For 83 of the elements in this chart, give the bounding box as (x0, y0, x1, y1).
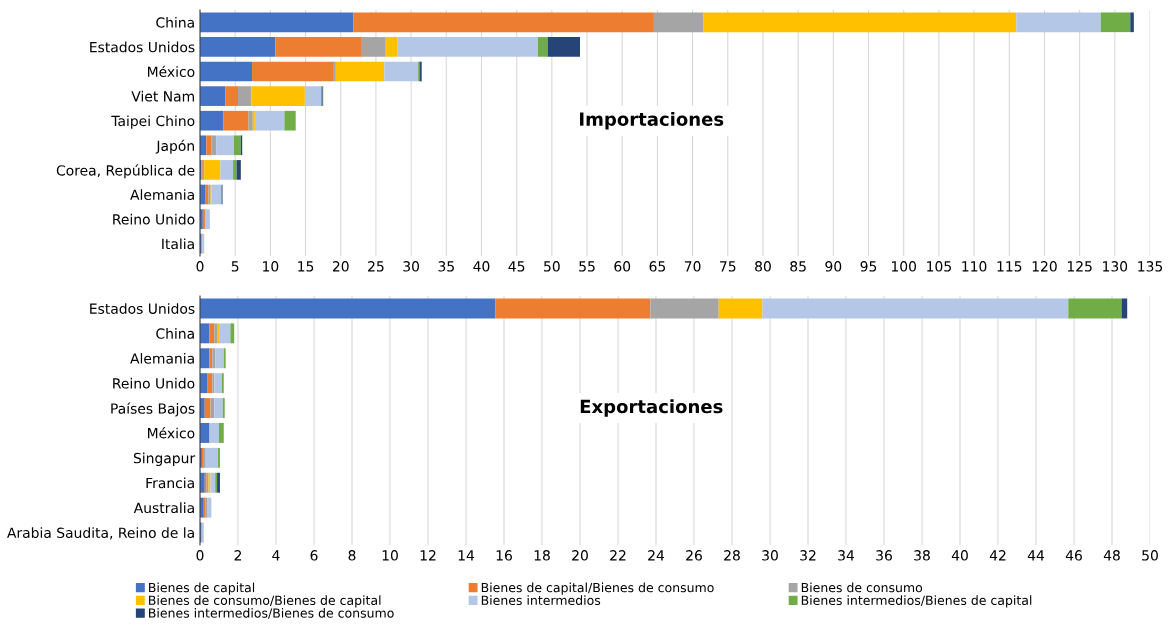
x-tick-label: 12 (420, 550, 436, 561)
x-tick-label: 48 (1103, 550, 1120, 561)
x-tick-label: 75 (720, 261, 736, 272)
annotation: Exportaciones (580, 399, 723, 417)
y-tick-label: Australia (133, 502, 194, 514)
x-tick-label: 42 (989, 550, 1006, 561)
y-tick-label: Japón (155, 139, 194, 154)
y-tick-label: Viet Nam (131, 90, 194, 102)
legend-label: Bienes de consumo/Bienes de capital (149, 595, 381, 608)
y-tick-label: Estados Unidos (90, 303, 195, 314)
y-tick-label: Corea, República de (56, 164, 195, 179)
y-tick-label: Estados Unidos (90, 41, 195, 53)
x-tick-label: 8 (348, 550, 356, 561)
legend-label: Bienes de consumo (801, 582, 923, 593)
y-tick-label: Países Bajos (111, 402, 195, 417)
x-tick-label: 30 (762, 550, 778, 561)
x-tick-label: 44 (1027, 550, 1045, 561)
x-tick-label: 35 (438, 261, 454, 272)
x-tick-label: 16 (496, 550, 512, 561)
x-tick-label: 36 (876, 550, 892, 561)
x-tick-label: 40 (951, 550, 968, 561)
x-tick-label: 15 (298, 261, 314, 272)
x-tick-label: 70 (684, 261, 701, 272)
x-tick-label: 32 (800, 550, 816, 561)
x-tick-label: 5 (231, 261, 239, 272)
x-tick-label: 120 (1032, 261, 1057, 272)
y-tick-label: México (148, 427, 195, 439)
x-tick-label: 38 (914, 550, 930, 561)
x-tick-label: 50 (1142, 550, 1158, 561)
x-tick-label: 26 (686, 550, 702, 561)
x-tick-label: 14 (458, 550, 475, 561)
x-tick-label: 50 (544, 261, 560, 272)
x-tick-label: 45 (508, 261, 525, 272)
y-tick-label: China (156, 328, 194, 339)
x-tick-label: 28 (724, 550, 740, 561)
x-tick-label: 40 (473, 261, 490, 272)
x-tick-label: 24 (648, 550, 665, 561)
annotation: Importaciones (580, 111, 724, 130)
legend-label: Bienes intermedios/Bienes de consumo (149, 608, 394, 619)
x-tick-label: 34 (838, 550, 855, 561)
y-tick-label: Singapur (133, 452, 196, 467)
x-tick-label: 30 (403, 261, 420, 272)
x-tick-label: 0 (196, 261, 204, 272)
x-tick-label: 105 (927, 261, 951, 272)
y-tick-label: Reino Unido (113, 213, 195, 225)
x-tick-label: 18 (534, 550, 550, 561)
x-tick-label: 125 (1067, 261, 1092, 272)
x-tick-label: 115 (997, 261, 1022, 272)
x-tick-label: 10 (382, 550, 398, 561)
y-tick-label: Taipei Chino (111, 115, 195, 129)
legend-label: Bienes intermedios (481, 595, 601, 606)
y-tick-label: Francia (146, 477, 194, 489)
x-tick-label: 80 (755, 261, 771, 272)
x-tick-label: 10 (263, 261, 279, 272)
x-tick-label: 20 (572, 550, 588, 561)
y-tick-label: México (148, 65, 195, 77)
legend-label: Bienes intermedios/Bienes de capital (801, 595, 1032, 608)
legend-label: Bienes de capital/Bienes de consumo (481, 582, 714, 595)
x-tick-label: 110 (962, 261, 987, 272)
x-tick-label: 25 (368, 261, 384, 272)
y-tick-label: Arabia Saudita, Reino de la (7, 527, 194, 540)
x-tick-label: 135 (1138, 261, 1163, 272)
y-tick-label: China (156, 17, 194, 28)
x-tick-label: 0 (196, 550, 204, 561)
x-tick-label: 95 (860, 261, 877, 272)
x-tick-label: 6 (310, 550, 318, 561)
x-tick-label: 55 (579, 261, 595, 272)
x-tick-label: 65 (649, 261, 666, 272)
x-tick-label: 85 (790, 261, 806, 272)
x-tick-label: 2 (234, 550, 242, 561)
x-tick-label: 22 (610, 550, 626, 561)
x-tick-label: 90 (825, 261, 842, 272)
legend-label: Bienes de capital (149, 582, 255, 595)
x-tick-label: 46 (1065, 550, 1082, 561)
x-tick-label: 4 (272, 550, 280, 561)
x-tick-label: 130 (1103, 261, 1128, 272)
y-tick-label: Alemania (130, 352, 194, 364)
x-tick-label: 20 (332, 261, 349, 272)
x-tick-label: 100 (891, 261, 917, 272)
y-tick-label: Alemania (130, 189, 194, 200)
x-tick-label: 60 (614, 261, 631, 272)
y-tick-label: Reino Unido (113, 377, 195, 389)
y-tick-label: Italia (162, 238, 194, 250)
